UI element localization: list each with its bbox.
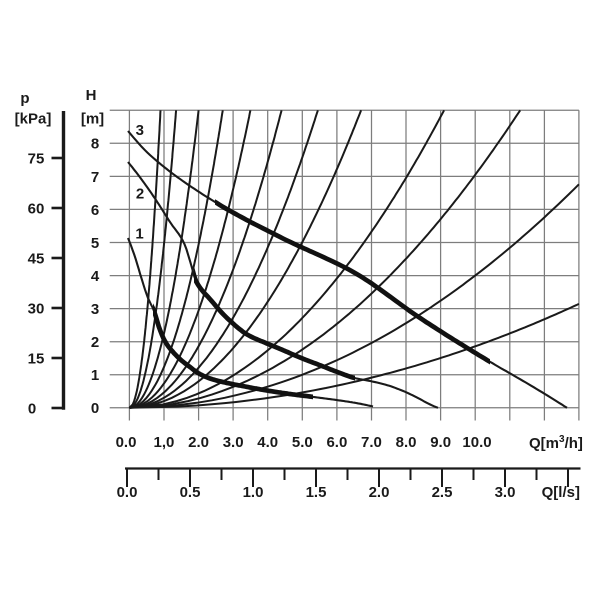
svg-text:p: p: [20, 90, 29, 107]
svg-text:0.5: 0.5: [180, 484, 201, 501]
svg-text:2: 2: [91, 334, 99, 351]
svg-text:1.5: 1.5: [306, 484, 327, 501]
svg-text:60: 60: [28, 200, 45, 217]
svg-text:1.0: 1.0: [243, 484, 264, 501]
svg-text:H: H: [86, 87, 97, 104]
svg-text:2.0: 2.0: [188, 434, 209, 451]
svg-text:75: 75: [28, 150, 45, 167]
svg-text:5.0: 5.0: [292, 434, 313, 451]
svg-text:[kPa]: [kPa]: [15, 111, 52, 128]
svg-text:8: 8: [91, 136, 99, 153]
svg-text:1: 1: [135, 225, 143, 242]
svg-text:3.0: 3.0: [223, 434, 244, 451]
svg-text:9.0: 9.0: [430, 434, 451, 451]
svg-text:0.0: 0.0: [117, 484, 138, 501]
svg-text:Q[l/s]: Q[l/s]: [542, 484, 580, 501]
svg-text:4.0: 4.0: [257, 434, 278, 451]
svg-text:0: 0: [28, 400, 36, 417]
svg-text:15: 15: [28, 350, 45, 367]
svg-text:8.0: 8.0: [396, 434, 417, 451]
svg-text:4: 4: [91, 268, 100, 285]
svg-text:1: 1: [91, 367, 99, 384]
svg-text:Q[m3/h]: Q[m3/h]: [529, 434, 583, 452]
svg-text:3: 3: [91, 301, 99, 318]
svg-text:2: 2: [136, 185, 144, 202]
svg-text:0: 0: [91, 400, 99, 417]
svg-text:3.0: 3.0: [495, 484, 516, 501]
svg-text:7.0: 7.0: [361, 434, 382, 451]
svg-text:0.0: 0.0: [116, 434, 137, 451]
svg-text:6.0: 6.0: [326, 434, 347, 451]
svg-text:[m]: [m]: [81, 111, 104, 128]
svg-text:7: 7: [91, 169, 99, 186]
svg-text:3: 3: [136, 122, 144, 139]
svg-text:10.0: 10.0: [462, 434, 491, 451]
svg-text:30: 30: [28, 300, 45, 317]
svg-text:5: 5: [91, 235, 99, 252]
svg-text:1,0: 1,0: [154, 434, 175, 451]
svg-text:2.0: 2.0: [369, 484, 390, 501]
svg-text:6: 6: [91, 202, 99, 219]
svg-text:2.5: 2.5: [432, 484, 453, 501]
svg-text:45: 45: [28, 250, 45, 267]
